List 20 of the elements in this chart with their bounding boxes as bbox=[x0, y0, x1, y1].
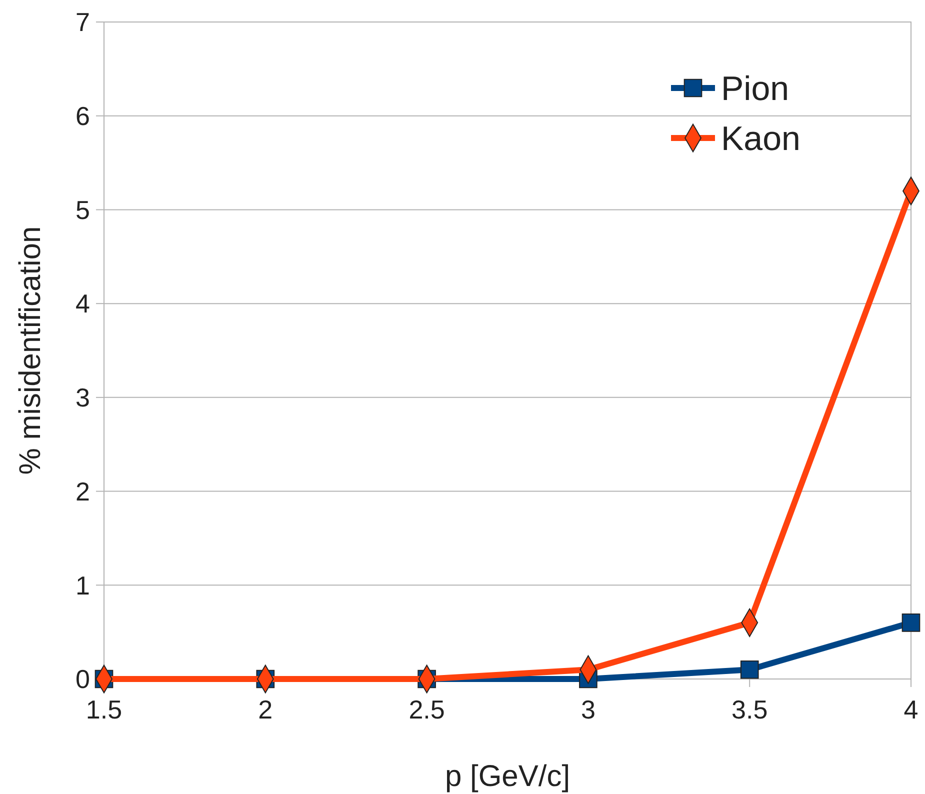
point bbox=[740, 660, 759, 679]
point bbox=[902, 614, 920, 632]
x-tick-label: 1.5 bbox=[86, 694, 122, 725]
x-tick-label: 3.5 bbox=[732, 694, 768, 725]
y-tick-label: 7 bbox=[76, 7, 90, 38]
x-tick-label: 2 bbox=[258, 694, 273, 725]
legend-label: Kaon bbox=[721, 120, 800, 158]
legend-label: Pion bbox=[721, 70, 790, 108]
x-tick-label: 4 bbox=[904, 694, 918, 725]
y-tick-label: 4 bbox=[76, 288, 90, 319]
y-tick-label: 6 bbox=[76, 100, 90, 131]
y-tick-label: 0 bbox=[76, 664, 90, 694]
y-tick-label: 5 bbox=[76, 194, 90, 225]
y-tick-label: 3 bbox=[76, 382, 90, 413]
x-axis-title: p [GeV/c] bbox=[444, 760, 570, 793]
x-tick-label: 2.5 bbox=[408, 694, 445, 725]
x-tick-label: 3 bbox=[580, 694, 596, 725]
y-tick-label: 1 bbox=[76, 570, 90, 600]
y-tick-label: 2 bbox=[76, 476, 90, 506]
y-axis-title: % misidentification bbox=[14, 226, 47, 475]
